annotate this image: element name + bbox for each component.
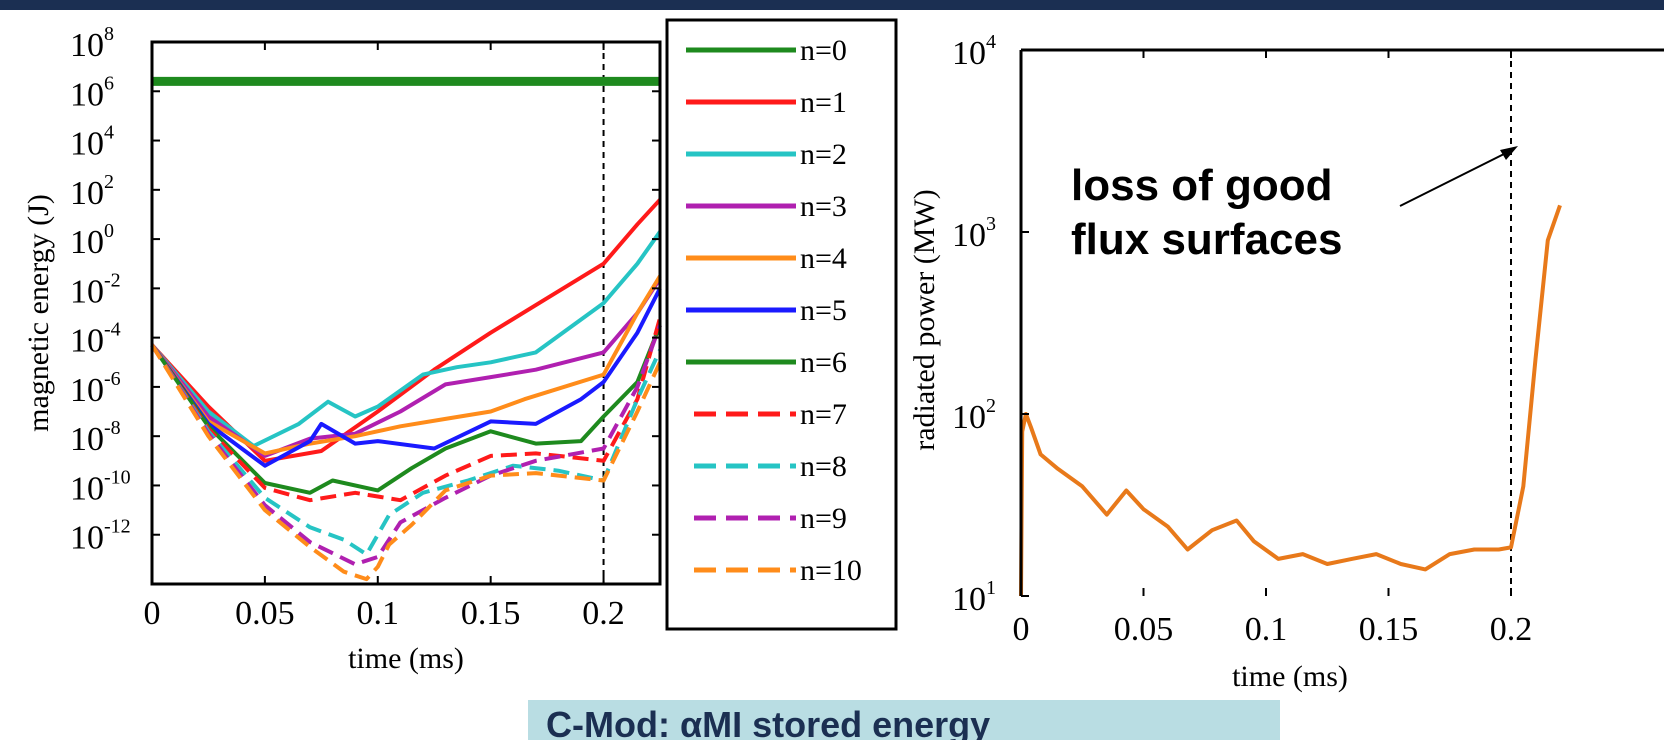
magnetic-energy-chart: 0 0.05 0.1 0.15 0.2 10810610410210010-210-41… (22, 23, 662, 675)
series-line-n-7 (150, 317, 662, 503)
annotation: loss of good flux surfaces (1071, 146, 1518, 264)
right-x-tick-label: 0.2 (1490, 611, 1533, 648)
right-x-tick-label: 0.1 (1245, 611, 1288, 648)
caption-box: C-Mod: αMI stored energy (528, 700, 1280, 740)
left-y-tick-label: 10-10 (70, 466, 131, 507)
right-y-tick-label: 104 (952, 31, 996, 72)
legend-label-n-7: n=7 (800, 398, 847, 431)
left-y-tick-label: 100 (70, 220, 114, 261)
left-y-tick-label: 102 (70, 171, 114, 212)
right-y-ticks: 101 102 103 104 (952, 31, 1029, 618)
left-x-axis-label: time (ms) (348, 642, 464, 675)
annotation-line-1: loss of good (1071, 161, 1333, 210)
left-y-tick-label: 108 (70, 23, 114, 64)
right-y-tick-label: 103 (952, 213, 996, 254)
legend-label-n-10: n=10 (800, 554, 862, 587)
left-x-tick-label: 0.1 (357, 595, 400, 632)
caption-text: C-Mod: αMI stored energy (546, 704, 991, 740)
radiated-power-line (1019, 204, 1562, 597)
right-x-ticks: 0 0.05 0.1 0.15 0.2 (1013, 50, 1533, 648)
left-y-axis-label: magnetic energy (J) (22, 194, 55, 432)
left-y-tick-label: 106 (70, 72, 114, 113)
series-line-n-4 (150, 274, 662, 456)
left-y-tick-label: 10-6 (70, 368, 121, 409)
left-y-tick-label: 10-2 (70, 269, 121, 310)
left-plot-background (152, 42, 660, 584)
header-bar (0, 0, 1664, 10)
legend-label-n-8: n=8 (800, 450, 847, 483)
legend-label-n-3: n=3 (800, 190, 847, 223)
right-y-axis-label: radiated power (MW) (908, 189, 941, 451)
legend-label-n-6: n=6 (800, 346, 847, 379)
legend-box (665, 18, 898, 631)
legend-label-n-0: n=0 (800, 34, 847, 67)
left-x-tick-label: 0 (144, 595, 161, 632)
right-x-axis-label: time (ms) (1232, 660, 1348, 693)
right-x-tick-label: 0 (1013, 611, 1030, 648)
left-plot-frame (150, 40, 662, 586)
annotation-arrow-shaft (1399, 149, 1513, 207)
legend-label-n-4: n=4 (800, 242, 847, 275)
right-y-tick-label: 101 (952, 577, 996, 618)
left-series-group (150, 76, 662, 582)
left-y-tick-label: 10-12 (70, 516, 131, 557)
legend: n=0 n=1 n=2 n=3 n=4 n=5 n=6 n=7 n=8 n=9 n=10 (665, 18, 898, 631)
series-line-n-5 (150, 287, 662, 468)
radiated-power-chart: 0 0.05 0.1 0.15 0.2 101 102 103 104 time (ms) r… (908, 31, 1664, 693)
left-x-tick-label: 0.15 (461, 595, 521, 632)
left-x-ticks: 0 0.05 0.1 0.15 0.2 (144, 42, 625, 632)
legend-label-n-2: n=2 (800, 138, 847, 171)
annotation-arrow-head (1500, 146, 1518, 160)
series-line-n-6 (150, 324, 662, 495)
legend-label-n-5: n=5 (800, 294, 847, 327)
legend-label-n-9: n=9 (800, 502, 847, 535)
right-x-tick-label: 0.05 (1114, 611, 1174, 648)
right-y-tick-label: 102 (952, 395, 996, 436)
legend-label-n-1: n=1 (800, 86, 847, 119)
series-line-n-2 (150, 230, 662, 448)
series-line-n-10 (150, 343, 662, 582)
right-x-tick-label: 0.15 (1359, 611, 1419, 648)
series-line-n-8 (150, 343, 662, 557)
right-plot-background (1021, 50, 1664, 596)
annotation-line-2: flux surfaces (1071, 215, 1342, 264)
left-y-tick-label: 104 (70, 122, 114, 163)
right-series-group (1019, 204, 1562, 597)
left-y-ticks: 108 106 104 102 100 10-2 10-4 10-6 10-8 10-10 10-1… (70, 23, 660, 557)
left-x-tick-label: 0.2 (582, 595, 625, 632)
left-y-tick-label: 10-8 (70, 417, 121, 458)
legend-items: n=0 n=1 n=2 n=3 n=4 n=5 n=6 n=7 n=8 n=9 n=10 (686, 34, 862, 587)
left-x-tick-label: 0.05 (235, 595, 295, 632)
series-line-n-9 (150, 324, 662, 567)
left-y-tick-label: 10-4 (70, 319, 121, 360)
